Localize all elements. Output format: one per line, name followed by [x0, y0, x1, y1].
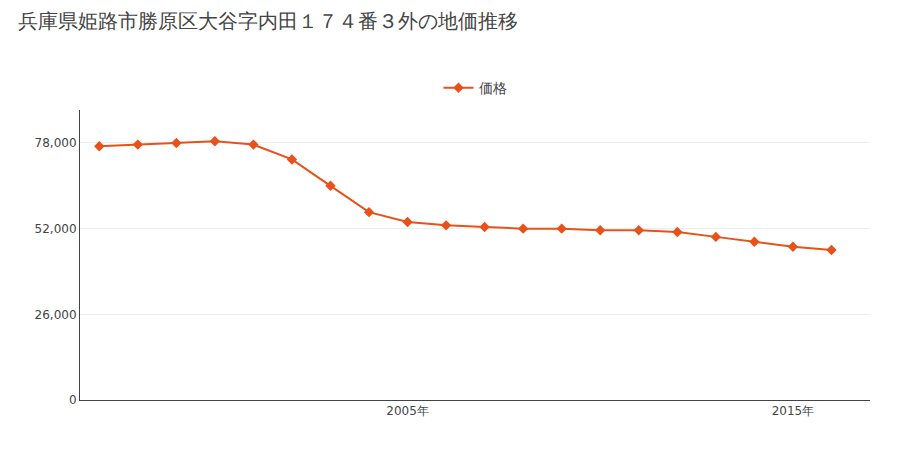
svg-text:0: 0: [69, 393, 77, 407]
svg-text:2005年: 2005年: [386, 404, 429, 418]
svg-text:26,000: 26,000: [35, 308, 77, 322]
svg-text:78,000: 78,000: [35, 136, 77, 150]
svg-text:兵庫県姫路市勝原区大谷字内田１７４番３外の地価推移: 兵庫県姫路市勝原区大谷字内田１７４番３外の地価推移: [18, 9, 518, 33]
svg-text:52,000: 52,000: [35, 222, 77, 236]
svg-text:価格: 価格: [479, 80, 507, 96]
svg-text:2015年: 2015年: [772, 404, 815, 418]
